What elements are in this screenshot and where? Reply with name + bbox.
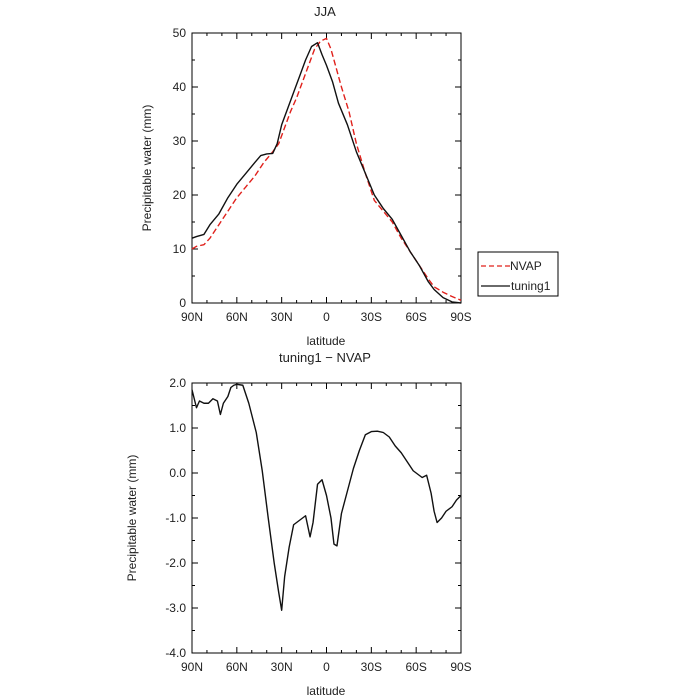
x-tick-label: 90S [450,310,471,324]
x-tick-label: 30N [271,310,293,324]
x-tick-label: 0 [323,310,330,324]
x-tick-label: 60N [226,660,248,674]
top-panel: JJA 90N 60N 30N 0 30S 60S 90S 0 10 20 30 40 50 lati… [140,4,559,348]
y-tick-label: 10 [173,242,187,256]
legend-label-nvap: NVAP [510,259,542,273]
bottom-x-ticks: 90N 60N 30N 0 30S 60S 90S [181,383,472,674]
y-tick-label: 20 [173,188,187,202]
y-tick-label: 1.0 [169,421,186,435]
top-x-ticks: 90N 60N 30N 0 30S 60S 90S [181,33,472,324]
top-chart-title: JJA [314,4,336,19]
bottom-panel: tuning1 − NVAP 90N 60N 30N 0 30S 60S 90S 2.0 1.… [125,350,472,698]
top-series-group [191,37,462,304]
y-tick-label: 30 [173,134,187,148]
y-tick-label: 0 [179,296,186,310]
x-tick-label: 30S [361,310,382,324]
x-tick-label: 60N [226,310,248,324]
top-x-axis-label: latitude [307,334,346,348]
top-y-axis-label: Precipitable water (mm) [140,105,154,232]
bottom-x-axis-label: latitude [307,684,346,698]
y-tick-label: -3.0 [165,601,186,615]
series-line-tuning1 [191,42,462,304]
x-tick-label: 60S [405,660,426,674]
x-tick-label: 90N [181,660,203,674]
bottom-y-axis-label: Precipitable water (mm) [125,455,139,582]
bottom-series-group [191,383,462,611]
bottom-y-ticks: 2.0 1.0 0.0 -1.0 -2.0 -3.0 -4.0 [165,376,461,660]
y-tick-label: 2.0 [169,376,186,390]
y-tick-label: -1.0 [165,511,186,525]
y-tick-label: 50 [173,26,187,40]
y-tick-label: -4.0 [165,646,186,660]
bottom-chart-title: tuning1 − NVAP [279,350,371,365]
series-line-difference [191,383,462,611]
bottom-plot-frame [191,382,462,654]
top-y-ticks: 0 10 20 30 40 50 [173,26,461,310]
x-tick-label: 60S [405,310,426,324]
top-plot-frame [191,32,462,304]
y-tick-label: 40 [173,80,187,94]
legend-box [477,251,559,297]
y-tick-label: 0.0 [169,466,186,480]
x-tick-label: 90S [450,660,471,674]
x-tick-label: 90N [181,310,203,324]
series-line-nvap [191,37,462,301]
legend-label-tuning1: tuning1 [511,279,551,293]
x-tick-label: 0 [323,660,330,674]
x-tick-label: 30S [361,660,382,674]
legend: NVAP tuning1 [477,251,559,297]
x-tick-label: 30N [271,660,293,674]
y-tick-label: -2.0 [165,556,186,570]
